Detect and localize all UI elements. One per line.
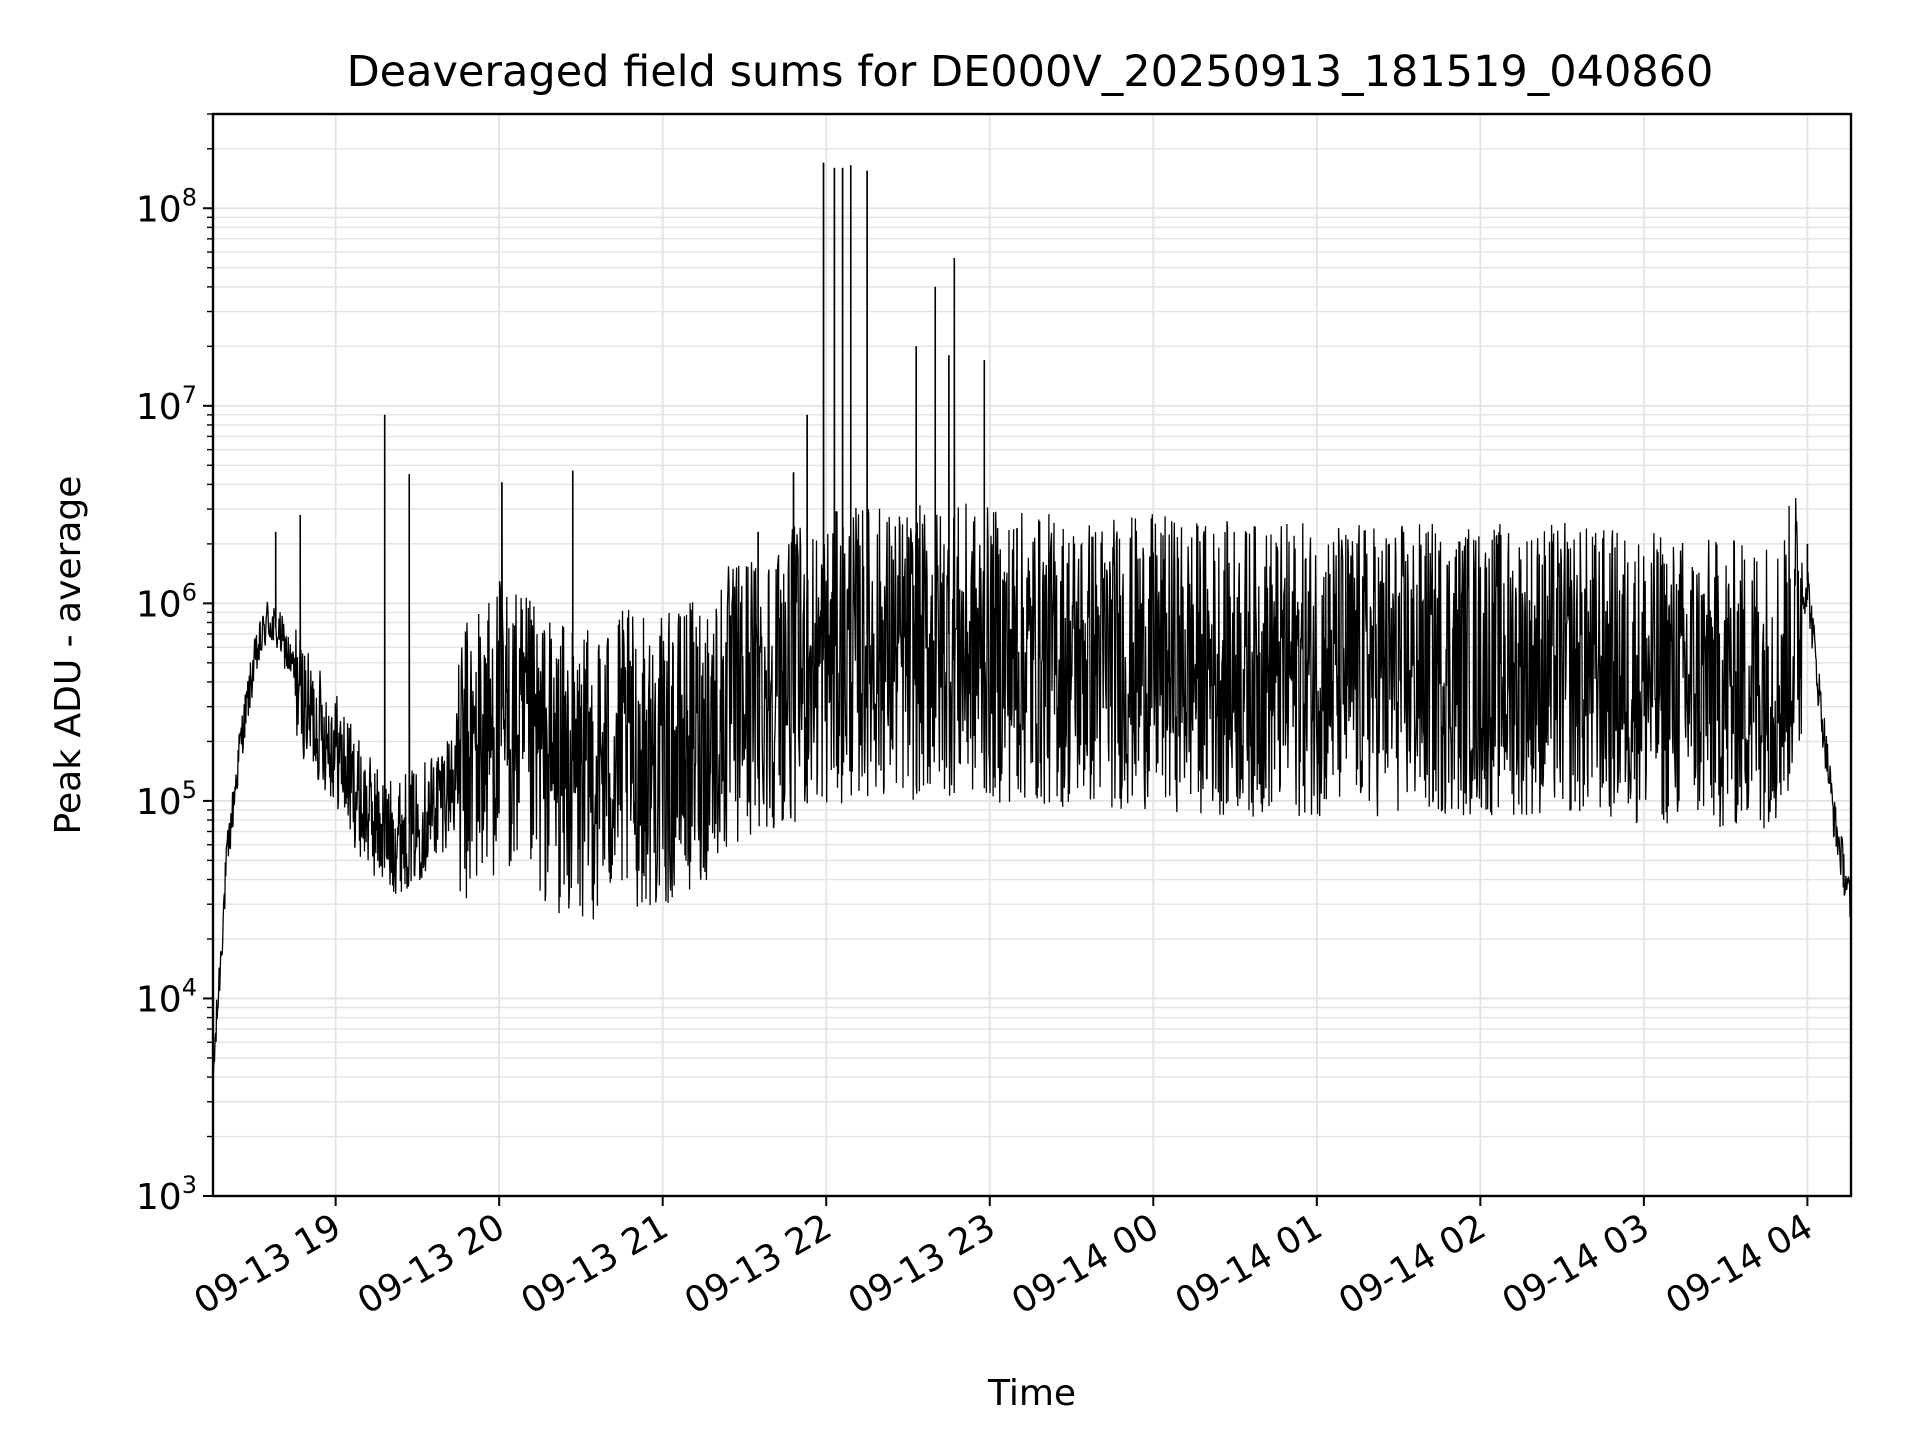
plot-frame xyxy=(211,112,1853,1198)
y-tick-exponent: 8 xyxy=(182,183,197,211)
y-tick-base: 10 xyxy=(136,189,182,230)
y-tick-label: 108 xyxy=(136,183,197,230)
y-tick-base: 10 xyxy=(136,782,182,823)
y-tick-label: 104 xyxy=(136,973,197,1020)
y-tick-label: 105 xyxy=(136,776,197,823)
y-tick-exponent: 6 xyxy=(182,578,197,606)
y-tick-exponent: 3 xyxy=(182,1171,197,1199)
y-tick-label: 106 xyxy=(136,578,197,625)
x-axis-label: Time xyxy=(987,1373,1076,1414)
y-tick-base: 10 xyxy=(136,584,182,625)
y-tick-label: 107 xyxy=(136,381,197,428)
y-tick-label: 103 xyxy=(136,1171,197,1218)
y-tick-base: 10 xyxy=(136,1177,182,1218)
y-tick-base: 10 xyxy=(136,979,182,1020)
y-tick-exponent: 4 xyxy=(182,973,197,1001)
series-layer xyxy=(212,162,1852,1072)
y-tick-exponent: 7 xyxy=(182,381,197,409)
y-axis-label: Peak ADU - average xyxy=(48,476,89,835)
chart-title: Deaveraged field sums for DE000V_2025091… xyxy=(347,47,1714,97)
series-line xyxy=(212,162,1852,1072)
y-tick-base: 10 xyxy=(136,387,182,428)
y-tick-exponent: 5 xyxy=(182,776,197,804)
